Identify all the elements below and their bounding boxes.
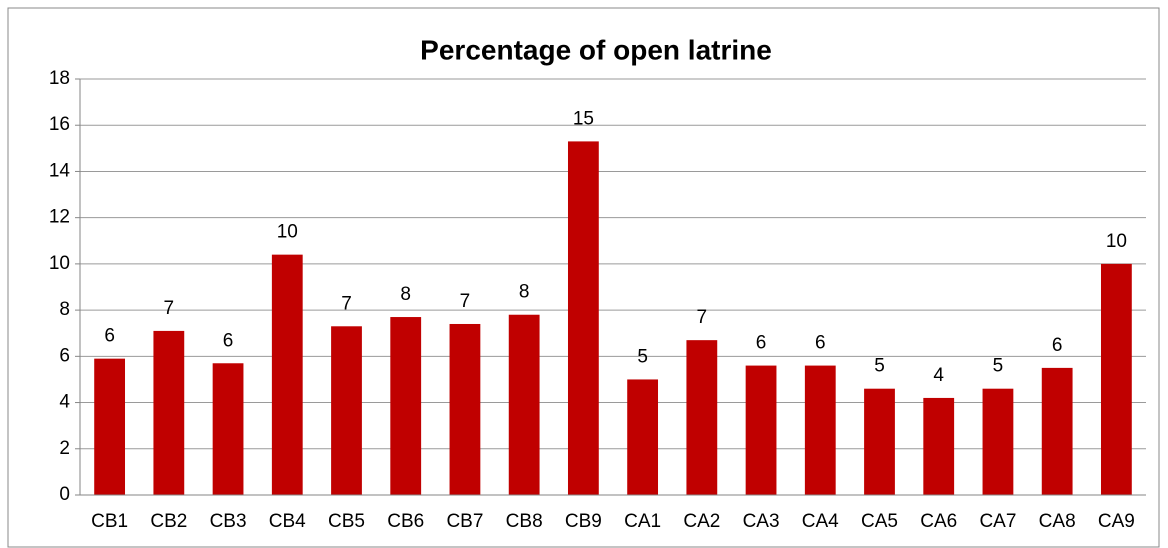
x-tick-label: CB1 bbox=[91, 511, 128, 532]
bar bbox=[982, 388, 1014, 495]
x-tick-label: CA3 bbox=[743, 511, 780, 532]
y-tick-label: 12 bbox=[49, 207, 70, 228]
x-tick-label: CB7 bbox=[446, 511, 483, 532]
y-tick-label: 6 bbox=[59, 345, 70, 366]
x-tick-label: CA4 bbox=[802, 511, 839, 532]
y-tick-label: 0 bbox=[59, 484, 70, 505]
data-label: 10 bbox=[277, 222, 298, 243]
bar bbox=[745, 365, 777, 495]
x-tick-label: CB2 bbox=[150, 511, 187, 532]
data-label: 8 bbox=[519, 282, 530, 303]
data-label: 6 bbox=[815, 333, 826, 354]
data-label: 6 bbox=[104, 326, 115, 347]
data-label: 6 bbox=[756, 333, 767, 354]
data-label: 7 bbox=[697, 307, 708, 328]
bar bbox=[331, 326, 362, 495]
chart-title: Percentage of open latrine bbox=[420, 34, 772, 65]
data-label: 5 bbox=[874, 356, 885, 377]
bar bbox=[153, 330, 185, 495]
data-label: 4 bbox=[933, 365, 944, 386]
bar bbox=[864, 388, 895, 495]
bar bbox=[923, 397, 955, 495]
bar bbox=[686, 340, 718, 495]
data-label: 7 bbox=[164, 298, 175, 319]
data-label: 15 bbox=[573, 108, 594, 129]
x-tick-label: CB6 bbox=[387, 511, 424, 532]
x-tick-label: CA5 bbox=[861, 511, 898, 532]
x-tick-label: CA2 bbox=[683, 511, 720, 532]
x-tick-label: CB4 bbox=[269, 511, 306, 532]
data-label: 6 bbox=[1052, 335, 1063, 356]
y-tick-label: 4 bbox=[59, 392, 70, 413]
y-tick-label: 8 bbox=[59, 299, 70, 320]
bar bbox=[271, 254, 303, 495]
bar bbox=[390, 317, 422, 495]
data-label: 6 bbox=[223, 330, 234, 351]
data-label: 7 bbox=[341, 293, 352, 314]
bar bbox=[449, 323, 481, 495]
data-label: 5 bbox=[993, 356, 1004, 377]
x-tick-label: CB3 bbox=[210, 511, 247, 532]
bar bbox=[1041, 367, 1073, 495]
x-tick-label: CA1 bbox=[624, 511, 661, 532]
bar bbox=[94, 358, 126, 495]
y-tick-label: 10 bbox=[49, 253, 70, 274]
x-tick-label: CA7 bbox=[979, 511, 1016, 532]
x-tick-label: CA9 bbox=[1098, 511, 1135, 532]
bar bbox=[1100, 263, 1132, 495]
bar bbox=[508, 314, 540, 495]
x-tick-label: CB8 bbox=[506, 511, 543, 532]
bar bbox=[627, 379, 659, 495]
x-tick-label: CB9 bbox=[565, 511, 602, 532]
bar bbox=[212, 363, 244, 495]
y-tick-label: 18 bbox=[49, 68, 70, 89]
y-tick-label: 16 bbox=[49, 114, 70, 135]
y-tick-label: 14 bbox=[49, 160, 71, 181]
data-label: 5 bbox=[637, 346, 648, 367]
x-tick-label: CA6 bbox=[920, 511, 957, 532]
bar bbox=[804, 365, 836, 495]
y-tick-label: 2 bbox=[59, 438, 70, 459]
data-label: 8 bbox=[400, 284, 411, 305]
data-label: 7 bbox=[460, 291, 471, 312]
bar bbox=[567, 141, 599, 495]
x-tick-label: CB5 bbox=[328, 511, 365, 532]
data-label: 10 bbox=[1106, 231, 1127, 252]
x-tick-label: CA8 bbox=[1039, 511, 1076, 532]
